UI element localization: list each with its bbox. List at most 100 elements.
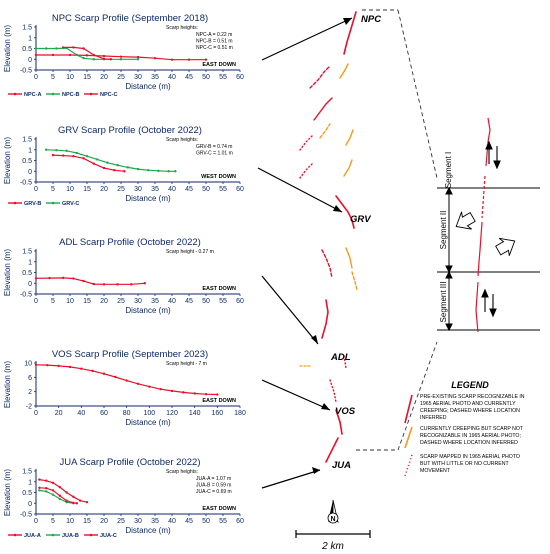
data-point: [45, 47, 48, 50]
data-point: [55, 148, 58, 152]
x-tick-label: 25: [117, 74, 125, 81]
scarp-trace-creeping: [309, 65, 331, 89]
x-tick-label: 55: [219, 518, 227, 525]
scarp-trace-creeping: [335, 195, 355, 229]
x-tick-label: 60: [236, 74, 244, 81]
y-tick-label: 0.5: [22, 46, 32, 53]
profile-chart: VOS Scarp Profile (September 2023) -2 2 6 10…: [3, 349, 246, 427]
x-tick-label: 10: [66, 298, 74, 305]
scarp-trace-inactive: [299, 135, 313, 151]
segment-inset: Segment I Segment II Segment III: [437, 117, 540, 333]
x-tick-label: 5: [51, 186, 55, 193]
chart-title: JUA Scarp Profile (October 2022): [60, 457, 201, 468]
y-tick-label: -0.5: [20, 180, 32, 187]
y-axis-label: Elevation (m): [3, 249, 12, 296]
x-tick-label: 20: [100, 186, 108, 193]
pointer-arrows: [257, 17, 353, 489]
data-point: [167, 170, 170, 173]
arrow-adl: [261, 275, 319, 345]
legend-item-text: RECOGNIZABLE IN 1965 AERIAL PHOTO;: [420, 433, 521, 439]
scarp-trace-inactive: [343, 355, 347, 369]
data-point: [85, 54, 89, 57]
data-point: [174, 170, 177, 173]
data-point: [170, 58, 174, 61]
annotation-title: Scarp heights:: [166, 469, 198, 475]
data-point: [123, 170, 126, 173]
data-point: [82, 157, 85, 160]
legend-item-text: CURRENTLY CREEPING BUT SCARP NOT: [420, 426, 524, 432]
data-point: [38, 486, 41, 489]
x-tick-label: 40: [168, 298, 176, 305]
x-tick-label: 40: [168, 186, 176, 193]
data-point: [38, 478, 41, 481]
series-line: [52, 154, 125, 172]
scarp-trace-creeping: [299, 163, 313, 179]
x-tick-label: 60: [236, 298, 244, 305]
annotation-title: Scarp height - 0.27 m: [166, 249, 214, 255]
series-line: [36, 47, 138, 60]
legend-label: GRV-B: [24, 201, 41, 207]
legend-marker: [89, 533, 93, 537]
y-tick-label: 0: [28, 281, 32, 288]
data-point: [45, 479, 48, 482]
annotation-line: NPC-B = 0.51 m: [196, 39, 233, 45]
data-point: [38, 489, 41, 492]
data-point: [119, 55, 123, 58]
legend-marker: [13, 201, 17, 205]
inset-fault-trace: [475, 117, 491, 333]
annotation-line: JUA-C = 0.69 m: [196, 489, 232, 495]
y-tick-label: 2: [28, 389, 32, 396]
x-tick-label: 30: [134, 298, 142, 305]
x-tick-label: 25: [117, 298, 125, 305]
legend: LEGEND PRE-EXISTING SCARP RECOGNIZABLE I…: [404, 380, 525, 477]
x-tick-label: 20: [100, 74, 108, 81]
data-point: [62, 276, 65, 280]
x-axis-label: Distance (m): [125, 418, 171, 427]
data-point: [58, 497, 61, 501]
legend-marker: [51, 201, 55, 205]
x-tick-label: 10: [66, 518, 74, 525]
x-tick-label: 45: [185, 186, 193, 193]
data-point: [82, 279, 85, 283]
x-tick-label: 0: [34, 518, 38, 525]
y-tick-label: 1: [28, 35, 32, 42]
data-point: [182, 391, 185, 394]
scale-label: 2 km: [321, 541, 344, 552]
site-label-vos: VOS: [335, 406, 356, 417]
y-tick-label: -0.5: [20, 292, 32, 299]
scarp-trace-creeping: [343, 11, 357, 55]
x-tick-label: 5: [51, 518, 55, 525]
direction-label: EAST DOWN: [202, 398, 236, 404]
data-point: [65, 149, 68, 153]
data-point: [72, 46, 75, 49]
x-tick-label: 15: [83, 518, 91, 525]
data-point: [147, 168, 150, 172]
legend-marker: [51, 92, 55, 96]
x-tick-label: 0: [34, 186, 38, 193]
series-line: [35, 277, 145, 285]
site-label-grv: GRV: [350, 214, 371, 225]
x-tick-label: 55: [219, 186, 227, 193]
data-point: [157, 169, 160, 173]
north-arrow-icon: N: [327, 499, 339, 524]
x-tick-label: 10: [66, 74, 74, 81]
legend-item-text: BUT WITH LITTLE OR NO CURRENT: [420, 461, 510, 467]
y-tick-label: 10: [24, 361, 32, 368]
data-point: [96, 158, 99, 161]
data-point: [34, 53, 38, 57]
data-point: [106, 161, 109, 164]
annotation-line: NPC-A = 0.22 m: [196, 32, 232, 38]
x-axis-label: Distance (m): [125, 306, 171, 315]
legend-label: JUA-A: [24, 533, 41, 539]
x-tick-label: 45: [185, 518, 193, 525]
x-axis-label: Distance (m): [125, 194, 171, 203]
y-tick-label: 1: [28, 147, 32, 154]
annotation-line: NPC-C = 0.51 m: [196, 45, 233, 51]
chart-title: GRV Scarp Profile (October 2022): [58, 125, 202, 136]
data-point: [72, 277, 75, 280]
legend-label: NPC-A: [24, 92, 41, 98]
x-tick-label: 60: [236, 186, 244, 193]
x-tick-label: 45: [185, 74, 193, 81]
legend-marker: [51, 533, 55, 537]
segment-label-1: Segment I: [444, 152, 453, 188]
